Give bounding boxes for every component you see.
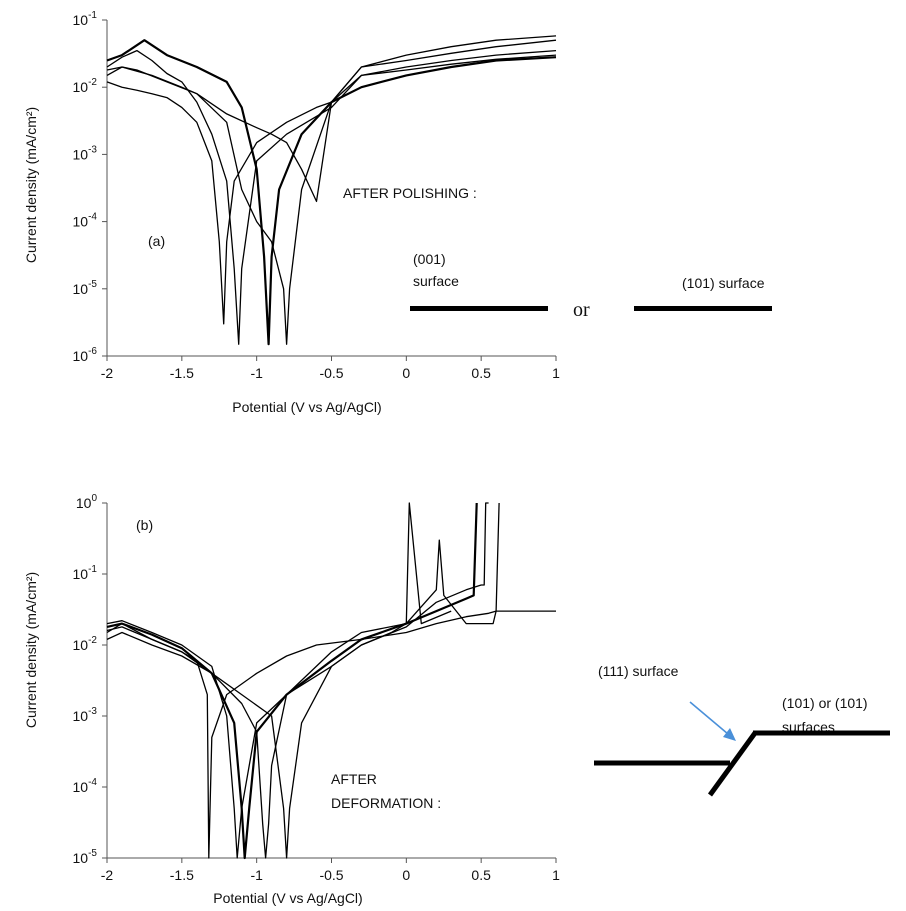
series-line-4 [106,35,557,345]
surface-101-label: (101) surface [682,275,765,291]
panel-b-series [106,502,556,860]
x-tick-label: -1.5 [170,365,194,381]
panel-a-label: (a) [148,233,165,249]
series-line-4 [106,502,500,859]
x-tick-label: -1.5 [170,867,194,883]
panel-a-series [106,35,557,346]
y-tick-label: 10-3 [73,144,98,162]
x-tick-label: 1 [552,867,560,883]
x-tick-label: -0.5 [319,365,343,381]
series-line-1 [106,39,557,325]
after-deformation-label-line1: AFTER [331,771,377,787]
panel-b-label: (b) [136,517,153,533]
series-line-2 [106,502,489,859]
arrow-head-icon [723,728,736,741]
x-tick-label: -0.5 [319,867,343,883]
surface-111-label: (111) surface [598,663,679,679]
y-tick-label: 10-4 [73,777,98,795]
y-tick-label: 10-5 [73,279,98,297]
y-tick-label: 10-6 [73,346,98,364]
arrow-to-111-surface [689,701,729,735]
x-tick-label: 0.5 [471,365,491,381]
surface-001-schematic [410,306,548,311]
y-tick-label: 10-5 [73,848,98,866]
series-line-3 [106,502,478,860]
panel-b-x-axis-label: Potential (V vs Ag/AgCl) [213,890,362,906]
y-tick-label: 10-2 [73,77,98,95]
y-tick-label: 10-1 [73,10,98,28]
panel-b: Current density (mA/cm²) Potential (V vs… [23,493,890,906]
x-tick-label: 0.5 [471,867,491,883]
x-tick-label: 0 [402,867,410,883]
x-tick-label: -1 [250,867,263,883]
surface-101-schematic [634,306,772,311]
panel-a: Current density (mA/cm²) Potential (V vs… [23,10,772,415]
x-tick-label: -1 [250,365,263,381]
surface-001-label-line2: surface [413,273,459,289]
x-tick-label: 1 [552,365,560,381]
series-line-2 [106,49,557,345]
after-polishing-label: AFTER POLISHING : [343,185,477,201]
surface-001-label-line1: (001) [413,251,446,267]
y-tick-label: 10-4 [73,212,98,230]
y-tick-label: 10-2 [73,635,98,653]
panel-a-axes: -2 -1.5 -1 -0.5 0 0.5 1 10-1 10-2 10-3 10-4 10-5 10-… [73,10,561,381]
or-connector: or [573,299,590,321]
step-slope-schematic [707,731,758,797]
panel-a-y-axis-label: Current density (mA/cm²) [23,107,39,263]
panel-b-axes: -2 -1.5 -1 -0.5 0 0.5 1 100 10-1 10-2 10-3 10-4 10-5 [73,493,561,883]
x-tick-label: -2 [101,867,114,883]
panel-b-y-axis-label: Current density (mA/cm²) [23,572,39,728]
panel-a-x-axis-label: Potential (V vs Ag/AgCl) [232,399,381,415]
series-line-5 [106,54,557,203]
series-line-3 [106,39,557,346]
series-line-5 [106,502,452,859]
x-tick-label: 0 [402,365,410,381]
x-tick-label: -2 [101,365,114,381]
surface-101-pair-label-line1: (101) or (101) [782,695,868,711]
y-tick-label: 10-1 [73,564,98,582]
after-deformation-label-line2: DEFORMATION : [331,795,441,811]
y-tick-label: 10-3 [73,706,98,724]
y-tick-label: 100 [76,493,98,511]
